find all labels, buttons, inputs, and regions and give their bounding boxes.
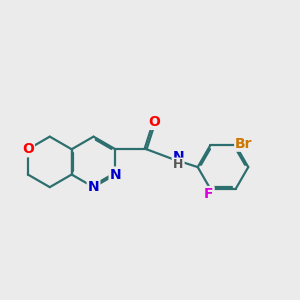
Text: N: N bbox=[172, 150, 184, 164]
Text: H: H bbox=[173, 158, 183, 171]
Text: N: N bbox=[88, 180, 99, 194]
Text: Br: Br bbox=[235, 137, 253, 151]
Text: N: N bbox=[110, 167, 121, 182]
Text: F: F bbox=[204, 187, 214, 201]
Text: O: O bbox=[148, 115, 160, 129]
Text: O: O bbox=[22, 142, 34, 156]
